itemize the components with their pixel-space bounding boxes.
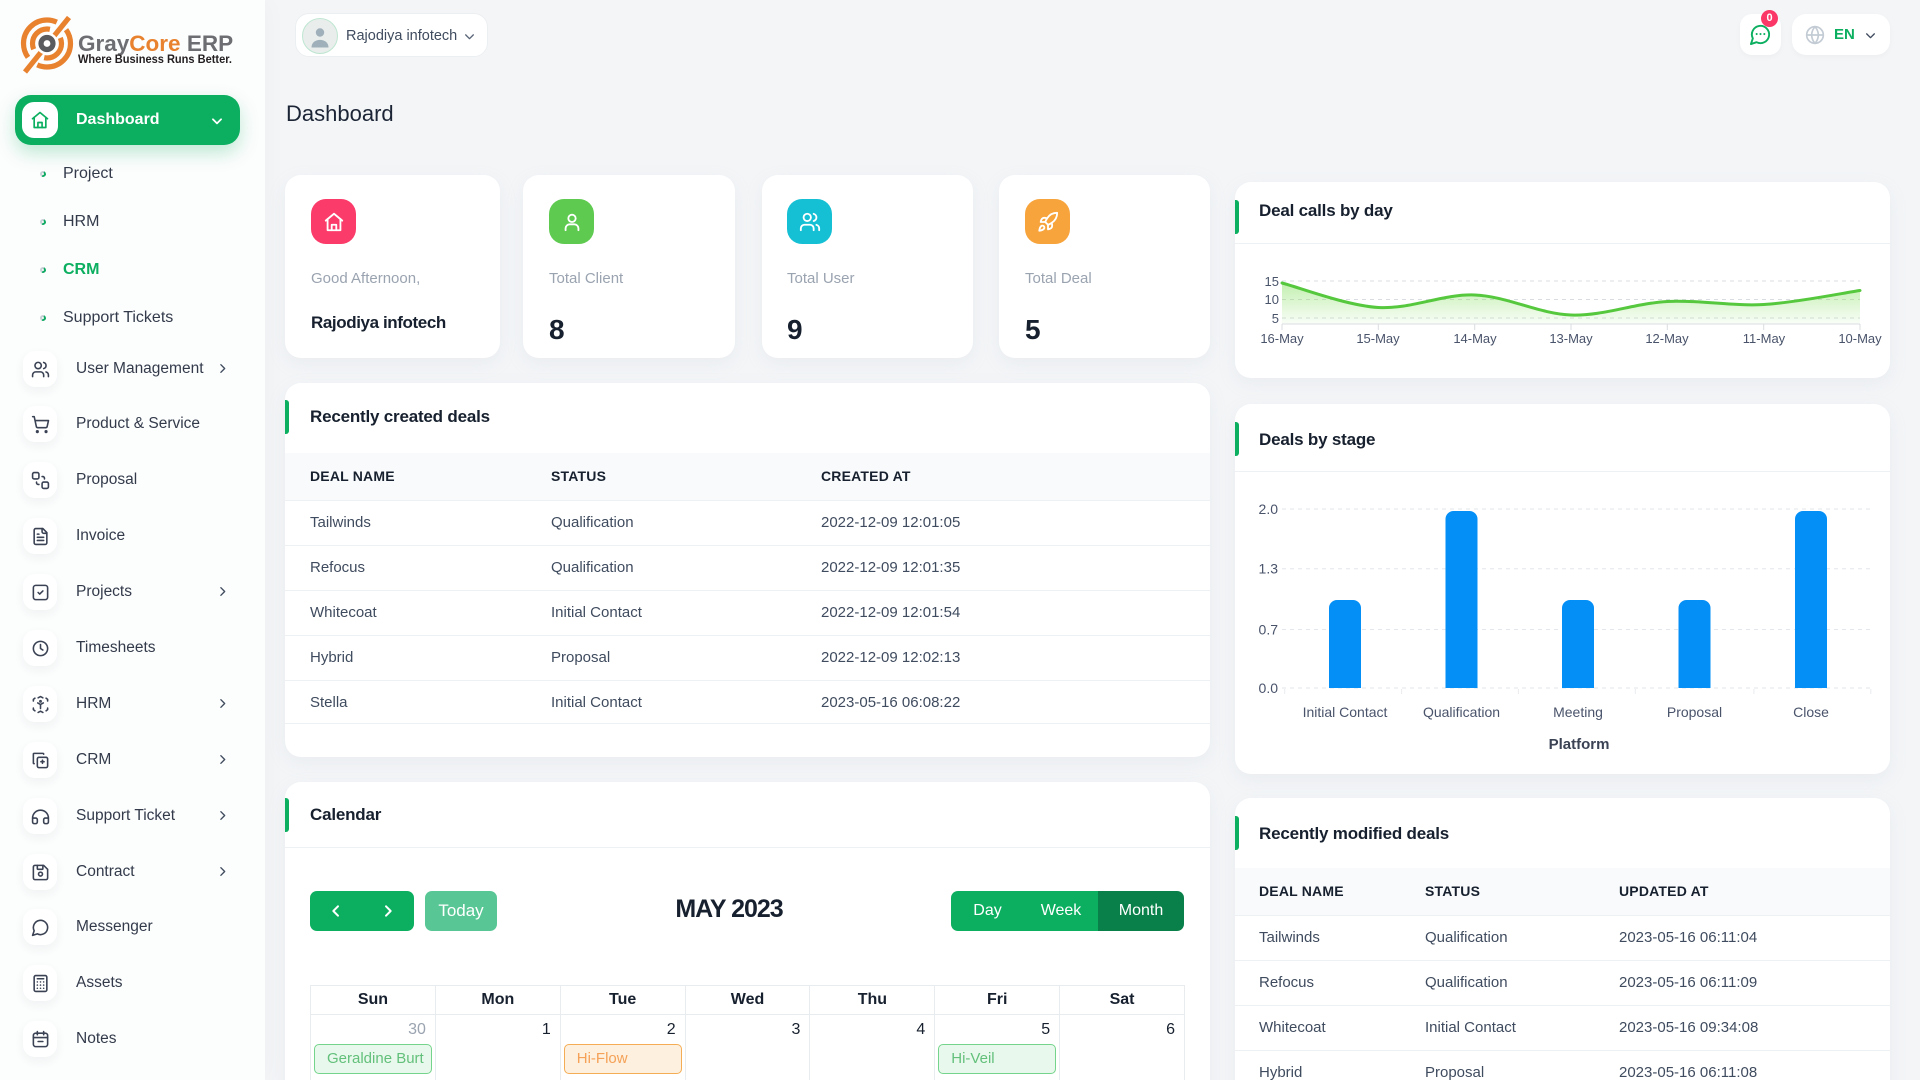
svg-text:Qualification: Qualification bbox=[1423, 704, 1500, 720]
svg-text:10-May: 10-May bbox=[1838, 331, 1882, 346]
svg-text:0.0: 0.0 bbox=[1259, 680, 1279, 696]
svg-text:15-May: 15-May bbox=[1356, 331, 1400, 346]
svg-text:16-May: 16-May bbox=[1260, 331, 1304, 346]
svg-text:13-May: 13-May bbox=[1549, 331, 1593, 346]
svg-text:Where Business Runs Better.: Where Business Runs Better. bbox=[78, 52, 232, 66]
svg-text:GrayCore ERP: GrayCore ERP bbox=[78, 31, 233, 56]
svg-text:15: 15 bbox=[1265, 274, 1279, 289]
svg-text:0.7: 0.7 bbox=[1259, 622, 1279, 638]
svg-text:11-May: 11-May bbox=[1743, 331, 1786, 346]
svg-text:14-May: 14-May bbox=[1453, 331, 1497, 346]
svg-text:2.0: 2.0 bbox=[1259, 501, 1279, 517]
svg-text:1.3: 1.3 bbox=[1259, 561, 1279, 577]
svg-text:12-May: 12-May bbox=[1645, 331, 1689, 346]
svg-text:Platform: Platform bbox=[1549, 736, 1610, 753]
svg-text:10: 10 bbox=[1265, 292, 1279, 307]
svg-text:Initial Contact: Initial Contact bbox=[1303, 704, 1388, 720]
svg-text:Close: Close bbox=[1793, 704, 1829, 720]
svg-text:5: 5 bbox=[1272, 311, 1279, 326]
svg-text:Meeting: Meeting bbox=[1553, 704, 1603, 720]
svg-text:Proposal: Proposal bbox=[1667, 704, 1722, 720]
